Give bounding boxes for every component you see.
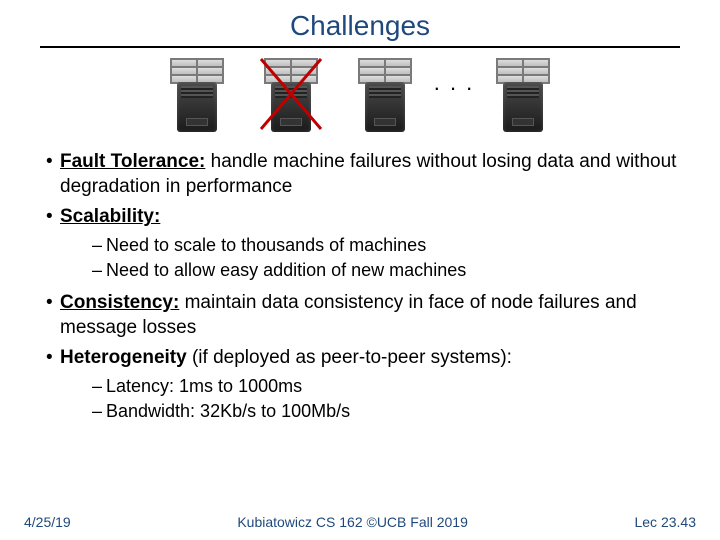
slide-body: Fault Tolerance: handle machine failures… (0, 150, 720, 424)
bullet-text: (if deployed as peer-to-peer systems): (187, 347, 512, 368)
bullet-consistency: Consistency: maintain data consistency i… (46, 291, 690, 340)
bullet-label: Scalability: (60, 206, 160, 227)
bullet-label: Fault Tolerance: (60, 151, 205, 172)
footer-course: Kubiatowicz CS 162 ©UCB Fall 2019 (237, 514, 468, 530)
sub-bullet: Need to allow easy addition of new machi… (92, 259, 690, 282)
bullet-fault-tolerance: Fault Tolerance: handle machine failures… (46, 150, 690, 199)
sub-bullet: Need to scale to thousands of machines (92, 234, 690, 257)
disk-stack-icon (264, 58, 318, 84)
bullet-scalability: Scalability: Need to scale to thousands … (46, 205, 690, 282)
server-icon (177, 82, 217, 132)
title-underline (40, 46, 680, 48)
server-icon (503, 82, 543, 132)
slide-footer: 4/25/19 Kubiatowicz CS 162 ©UCB Fall 201… (0, 514, 720, 530)
footer-lecnum: Lec 23.43 (634, 514, 696, 530)
sub-bullet: Bandwidth: 32Kb/s to 100Mb/s (92, 400, 690, 423)
bullet-label: Consistency: (60, 292, 179, 313)
sub-bullet: Latency: 1ms to 1000ms (92, 375, 690, 398)
server-n (496, 58, 550, 132)
disk-stack-icon (358, 58, 412, 84)
server-1 (170, 58, 224, 132)
bullet-heterogeneity: Heterogeneity (if deployed as peer-to-pe… (46, 346, 690, 423)
bullet-label: Heterogeneity (60, 347, 187, 368)
server-icon (365, 82, 405, 132)
server-2-failed (264, 58, 318, 132)
servers-row: . . . (0, 58, 720, 132)
server-icon (271, 82, 311, 132)
footer-date: 4/25/19 (24, 514, 71, 530)
slide-title: Challenges (0, 0, 720, 42)
server-3 (358, 58, 412, 132)
ellipsis: . . . (434, 70, 475, 96)
disk-stack-icon (496, 58, 550, 84)
disk-stack-icon (170, 58, 224, 84)
